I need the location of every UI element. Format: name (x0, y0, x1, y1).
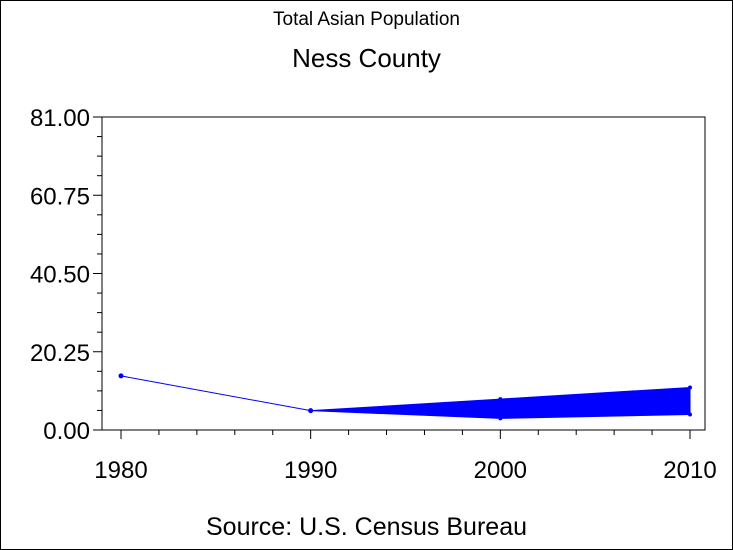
range-band (310, 386, 691, 419)
axes: 0.00 20.25 40.50 60.75 81.00 1980 1990 2000 2010 (30, 105, 717, 484)
band-upper-point (688, 385, 692, 390)
x-tick-label: 2010 (663, 457, 716, 484)
x-tick-label: 1990 (284, 457, 337, 484)
band-lower-point (688, 412, 692, 417)
data-point (118, 373, 124, 379)
y-tick-label: 0.00 (43, 418, 90, 445)
source-note: Source: U.S. Census Bureau (206, 513, 527, 541)
y-tick-label: 40.50 (30, 262, 90, 289)
data-marks (118, 373, 692, 421)
chart-subtitle: Ness County (292, 43, 441, 73)
y-tick-label: 60.75 (30, 183, 90, 210)
y-tick-label: 20.25 (30, 340, 90, 367)
x-tick-label: 1980 (94, 457, 147, 484)
plot-area (101, 116, 706, 431)
band-upper-point (498, 397, 503, 402)
x-tick-label: 2000 (474, 457, 527, 484)
chart-title: Total Asian Population (273, 9, 460, 30)
band-lower-point (498, 416, 503, 421)
band-lower-point (308, 408, 313, 413)
y-tick-label: 81.00 (30, 105, 90, 132)
series-line (120, 375, 311, 412)
